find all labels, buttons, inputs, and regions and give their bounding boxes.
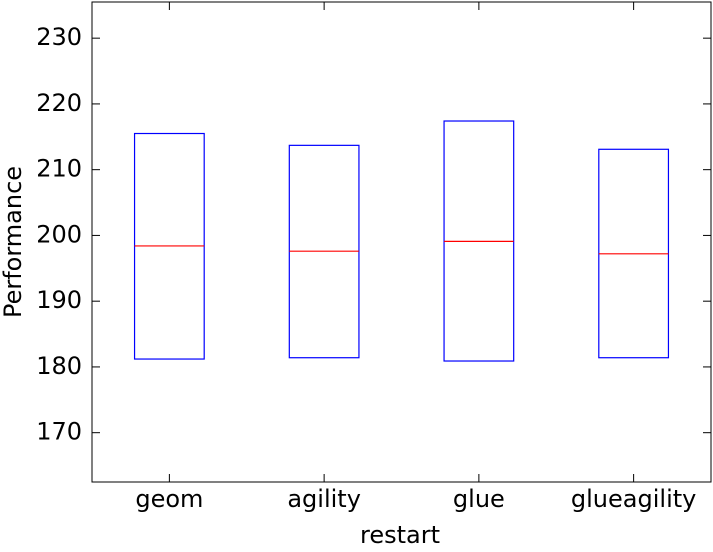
x-tick-label: geom xyxy=(135,485,203,513)
y-tick-label: 200 xyxy=(36,220,82,248)
y-tick-label: 210 xyxy=(36,155,82,183)
y-tick-label: 180 xyxy=(36,352,82,380)
y-tick-label: 190 xyxy=(36,286,82,314)
x-tick-label: glueagility xyxy=(571,485,696,513)
y-tick-label: 170 xyxy=(36,418,82,446)
y-tick-label: 230 xyxy=(36,23,82,51)
x-tick-label: glue xyxy=(453,485,505,513)
x-tick-label: agility xyxy=(287,485,361,513)
y-axis-label: Performance xyxy=(0,166,27,318)
y-tick-label: 220 xyxy=(36,89,82,117)
plot-frame xyxy=(91,1,712,483)
x-axis-label: restart xyxy=(360,521,440,549)
